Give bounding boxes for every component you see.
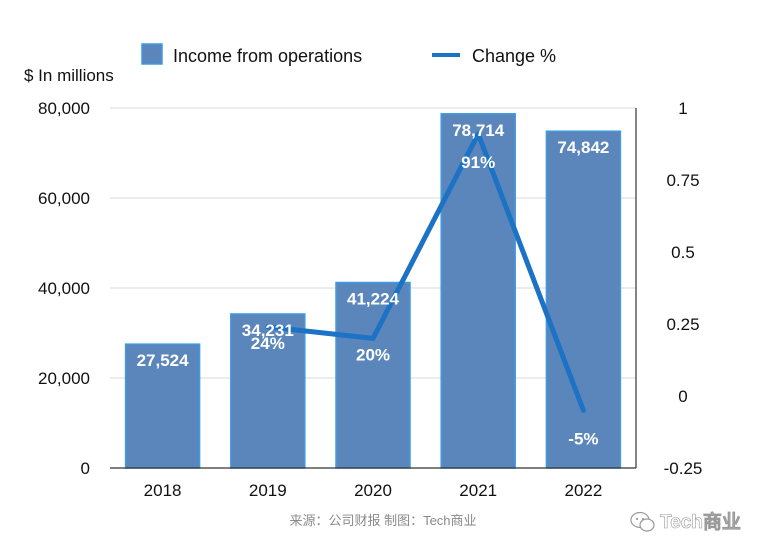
right-axis-ticks: -0.25 0 0.25 0.5 0.75 1 (664, 99, 703, 478)
category-label: 2018 (144, 481, 182, 500)
category-label: 2021 (459, 481, 497, 500)
axes (110, 108, 637, 469)
right-tick-label: -0.25 (664, 459, 703, 478)
right-tick-label: 0 (678, 387, 687, 406)
left-axis-ticks: 0 20,000 40,000 60,000 80,000 (38, 99, 90, 478)
change-value-label: 20% (356, 345, 390, 364)
right-tick-label: 0.5 (671, 243, 695, 262)
left-tick-label: 0 (81, 459, 90, 478)
category-label: 2022 (564, 481, 602, 500)
left-tick-label: 40,000 (38, 279, 90, 298)
change-line (265, 131, 586, 413)
wechat-icon (630, 511, 655, 532)
source-caption: 来源：公司财报 制图：Tech商业 (289, 513, 476, 528)
left-tick-label: 20,000 (38, 369, 90, 388)
bars (124, 113, 622, 469)
bar-2021 (440, 113, 516, 469)
legend-bar-swatch (141, 43, 163, 65)
left-tick-label: 80,000 (38, 99, 90, 118)
bar-value-label: 78,714 (452, 121, 505, 140)
bar-value-label: 74,842 (557, 138, 609, 157)
bar-value-label: 27,524 (137, 351, 190, 370)
legend: Income from operations Change % (141, 43, 556, 66)
bar-2018 (124, 343, 201, 469)
wechat-watermark: Tech商业 (630, 510, 741, 533)
change-data-labels: 24% 20% 91% -5% (251, 153, 599, 448)
bar-2020 (335, 281, 411, 469)
bar-2022 (545, 130, 622, 469)
right-tick-label: 0.75 (666, 171, 699, 190)
right-tick-label: 0.25 (666, 315, 699, 334)
bar-data-labels: 27,524 34,231 41,224 78,714 74,842 (137, 121, 610, 370)
change-value-label: 24% (251, 334, 285, 353)
category-label: 2020 (354, 481, 392, 500)
change-value-label: -5% (568, 429, 598, 448)
change-line-path (265, 131, 586, 413)
watermark-text: Tech商业 (660, 510, 741, 533)
category-label: 2019 (249, 481, 287, 500)
bar-value-label: 34,231 (242, 321, 294, 340)
bar-value-label: 41,224 (347, 289, 400, 308)
change-value-label: 91% (461, 153, 495, 172)
right-tick-label: 1 (678, 99, 687, 118)
legend-line-label: Change % (472, 46, 556, 66)
left-tick-label: 60,000 (38, 189, 90, 208)
legend-bar-label: Income from operations (173, 46, 362, 66)
y-axis-unit-label: $ In millions (24, 66, 114, 85)
category-axis-ticks: 2018 2019 2020 2021 2022 (144, 481, 603, 500)
